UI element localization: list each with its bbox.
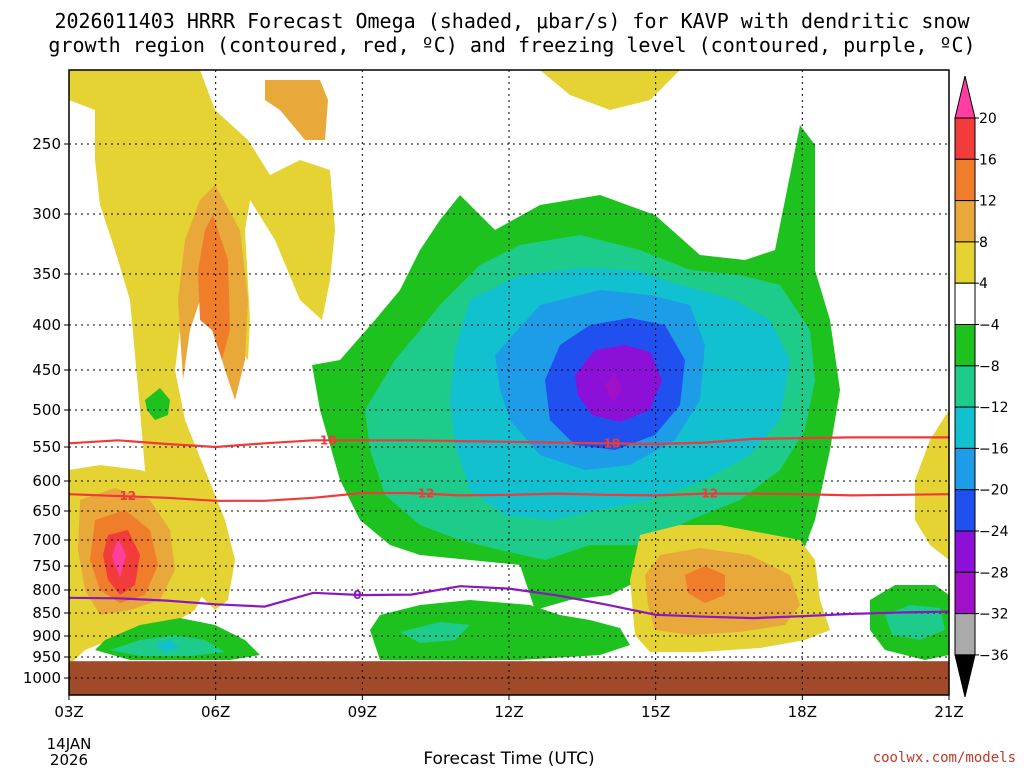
y-tick-label: 950 (32, 648, 61, 666)
colorbar-swatch (954, 324, 976, 367)
colorbar-swatch (954, 530, 976, 573)
contour-line (68, 491, 950, 502)
colorbar-swatch (954, 200, 976, 243)
colorbar-label: −32 (979, 607, 1009, 623)
x-tick-label: 09Z (348, 703, 377, 721)
year-label: 2026 (50, 751, 88, 768)
y-tick-label: 250 (32, 135, 61, 153)
contour-label: −18 (310, 433, 337, 447)
colorbar-swatch (954, 613, 976, 656)
colorbar-label: −12 (979, 400, 1009, 416)
x-tick-label: 12Z (494, 703, 523, 721)
x-tick-label: 06Z (201, 703, 230, 721)
omega-region-top-patch (265, 80, 328, 140)
colorbar-top-arrow (954, 75, 976, 119)
x-axis: 03Z 06Z 09Z 12Z 15Z 18Z 21Z (54, 695, 964, 721)
contour-line (68, 585, 950, 620)
y-axis: 250 300 350 400 450 500 550 600 650 700 750 800 850 9… (23, 135, 69, 687)
omega-region-green-spot (145, 388, 170, 420)
plot-area: −18 −18 −12 −12 −12 0 (68, 69, 950, 696)
omega-region-lowright-teal (885, 605, 945, 640)
contour-label: −12 (408, 486, 435, 500)
colorbar-swatch (954, 447, 976, 491)
y-tick-label: 350 (32, 265, 61, 283)
credit-text: coolwx.com/models (873, 750, 1016, 766)
x-tick-label: 15Z (641, 703, 670, 721)
colorbar-label: −16 (979, 441, 1009, 457)
omega-region-16z-core (685, 566, 725, 603)
contour-label: −12 (691, 487, 718, 501)
y-tick-label: 300 (32, 205, 61, 223)
contour-line (68, 436, 949, 449)
y-tick-label: 400 (32, 316, 61, 334)
omega-region-04z-max (112, 538, 126, 578)
y-tick-label: 500 (32, 401, 61, 419)
contour-label: −18 (593, 436, 620, 450)
y-tick-label: 900 (32, 627, 61, 645)
colorbar-swatch (954, 571, 976, 615)
y-tick-label: 850 (32, 604, 61, 622)
colorbar-swatch (954, 406, 976, 449)
colorbar-label: 20 (979, 111, 997, 127)
colorbar-label: −24 (979, 524, 1009, 540)
omega-shading (69, 70, 949, 665)
grid (68, 70, 950, 695)
colorbar-label: 4 (979, 276, 988, 292)
colorbar-bottom-arrow (954, 654, 976, 698)
omega-region-upper-right (540, 70, 680, 110)
colorbar-label: −36 (979, 648, 1009, 664)
omega-region-14z-core (605, 372, 622, 403)
colorbar-swatch (954, 365, 976, 408)
colorbar-swatch (954, 282, 976, 326)
colorbar-swatch (954, 489, 976, 532)
colorbar-label: −20 (979, 483, 1009, 499)
x-tick-label: 21Z (934, 703, 963, 721)
y-tick-label: 600 (32, 472, 61, 490)
y-tick-label: 550 (32, 438, 61, 456)
colorbar-label: 16 (979, 152, 997, 168)
colorbar-label: −4 (979, 318, 1000, 334)
x-tick-label: 18Z (788, 703, 817, 721)
y-tick-label: 650 (32, 502, 61, 520)
y-tick-label: 1000 (23, 669, 61, 687)
y-tick-label: 750 (32, 557, 61, 575)
x-axis-title: Forecast Time (UTC) (423, 749, 594, 768)
y-tick-label: 450 (32, 361, 61, 379)
contours: −18 −18 −12 −12 −12 0 (68, 433, 950, 620)
omega-region-lowmid-green (370, 600, 630, 660)
colorbar-swatch (954, 158, 976, 202)
colorbar-swatch (954, 117, 976, 160)
date-label: 14JAN (47, 735, 92, 753)
chart-title-line2: growth region (contoured, red, ºC) and f… (48, 33, 975, 57)
colorbar-swatch (954, 241, 976, 284)
colorbar-label: 12 (979, 194, 997, 210)
omega-region-06z-core (198, 215, 230, 360)
y-tick-label: 800 (32, 581, 61, 599)
omega-region-upper-left (69, 70, 335, 610)
chart-title-line1: 2026011403 HRRR Forecast Omega (shaded, … (54, 9, 970, 33)
colorbar-label: −28 (979, 565, 1009, 581)
omega-region-lowleft-cyan (155, 640, 180, 652)
contour-label: −12 (109, 489, 136, 503)
colorbar-label: −8 (979, 359, 1000, 375)
y-tick-label: 700 (32, 531, 61, 549)
contour-label: 0 (353, 588, 361, 602)
x-tick-label: 03Z (54, 703, 83, 721)
colorbar-label: 8 (979, 235, 988, 251)
omega-region-lowmid-teal (400, 622, 470, 643)
colorbar: 20 16 12 8 4 −4 −8 −12 −16 −20 −24 −28 −32 −36 (954, 75, 1009, 698)
